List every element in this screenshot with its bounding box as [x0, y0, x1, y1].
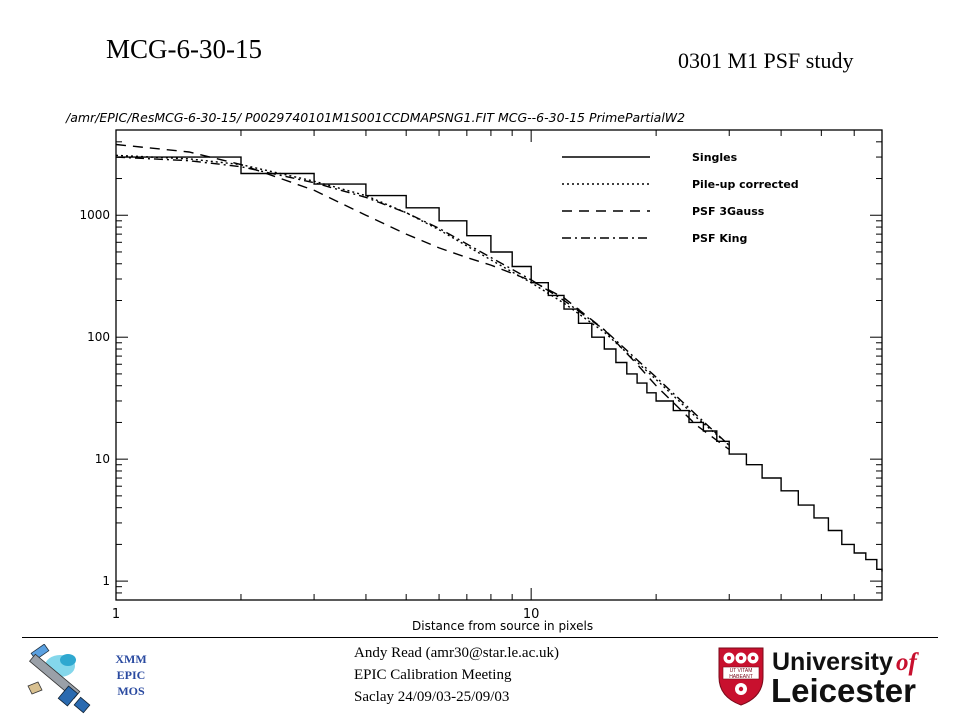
plot-frame: [115, 129, 883, 601]
x-tick-label: 1: [112, 607, 120, 622]
legend-label-pile-up-corrected: Pile-up corrected: [692, 178, 799, 191]
x-tick-label: 10: [523, 607, 540, 622]
y-tick-label: 100: [87, 330, 110, 344]
legend: Singles Pile-up corrected PSF 3Gauss PSF Ki…: [562, 151, 799, 245]
legend-label-psf-3gauss: PSF 3Gauss: [692, 205, 765, 218]
university-of-word: of: [896, 649, 920, 676]
shield-motto-2: HABEANT: [729, 674, 753, 680]
chart-title: /amr/EPIC/ResMCG-6-30-15/ P0029740101M1S…: [65, 110, 685, 125]
xmm-epic-mos-label: XMM EPIC MOS: [108, 651, 154, 699]
legend-label-singles: Singles: [692, 151, 738, 164]
footer-meeting: EPIC Calibration Meeting: [354, 667, 512, 683]
series-line-singles: [116, 156, 883, 572]
series-line-psf-king: [115, 156, 730, 446]
footer-author: Andy Read (amr30@star.le.ac.uk): [354, 645, 559, 661]
mos-line-2: EPIC: [116, 668, 146, 682]
psf-profile-chart: /amr/EPIC/ResMCG-6-30-15/ P0029740101M1S…: [65, 110, 883, 633]
xmm-satellite-icon: [27, 644, 91, 714]
y-tick-label: 1: [102, 574, 110, 588]
footer-place-date: Saclay 24/09/03-25/09/03: [354, 689, 510, 705]
slide-subtitle: 0301 M1 PSF study: [678, 48, 854, 73]
shield-motto-1: UT VITAM: [730, 668, 753, 674]
university-word: University: [772, 648, 893, 676]
mos-line-3: MOS: [117, 684, 145, 698]
leicester-word: Leicester: [771, 672, 916, 707]
footer-divider: [22, 637, 938, 638]
series-line-psf-3gauss: [115, 143, 730, 451]
axes-group: 1 10 1 10 100 1000: [79, 129, 883, 622]
footer-credits: Andy Read (amr30@star.le.ac.uk) EPIC Cal…: [354, 642, 559, 708]
x-axis-label: Distance from source in pixels: [412, 619, 593, 633]
y-tick-label: 1000: [79, 208, 110, 222]
university-of-leicester-logo: UT VITAM HABEANT University of Leicester: [718, 647, 920, 707]
series-line-pile-up-corrected: [115, 154, 730, 446]
y-tick-label: 10: [95, 452, 110, 466]
series-group: [115, 143, 883, 572]
slide-title: MCG-6-30-15: [106, 34, 262, 64]
legend-label-psf-king: PSF King: [692, 232, 747, 245]
mos-line-1: XMM: [115, 652, 147, 666]
